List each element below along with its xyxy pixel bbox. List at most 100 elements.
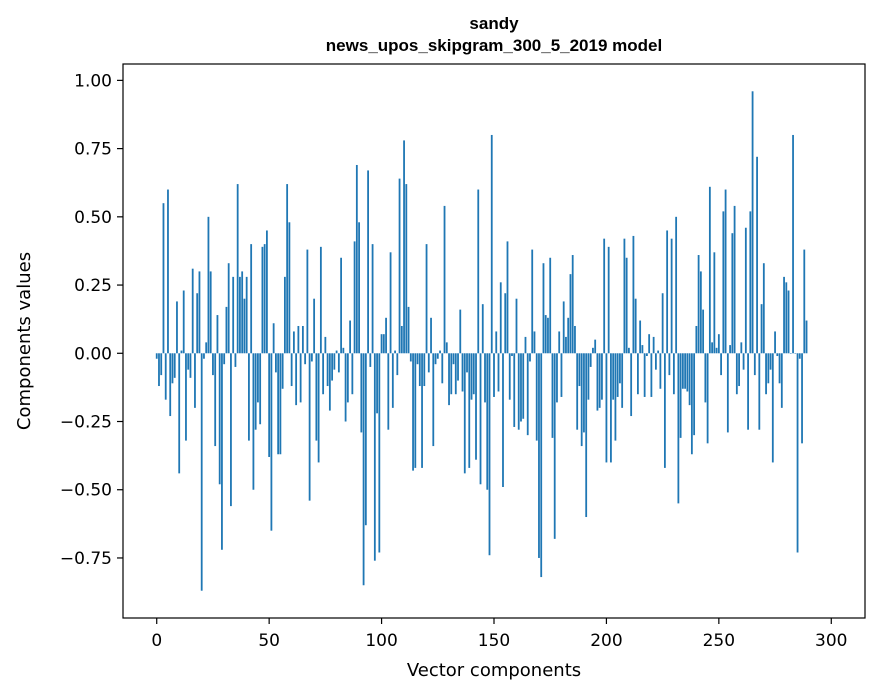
bar-64	[299, 353, 302, 403]
bar-185	[571, 255, 574, 354]
bar-199	[603, 238, 606, 354]
bar-162	[520, 353, 522, 422]
bar-226	[663, 353, 666, 468]
bar-94	[367, 170, 369, 354]
bar-49	[266, 230, 268, 354]
bar-173	[544, 315, 547, 354]
bar-154	[502, 353, 504, 487]
bar-26	[214, 353, 217, 447]
bar-245	[706, 353, 709, 444]
bar-0	[155, 353, 158, 359]
bar-19	[198, 271, 201, 354]
bar-11	[180, 350, 183, 354]
bar-127	[441, 353, 444, 384]
bar-288	[803, 249, 806, 354]
bar-213	[634, 298, 637, 354]
bar-83	[342, 347, 345, 354]
bar-216	[641, 345, 644, 354]
bar-33	[230, 353, 232, 507]
bar-62	[295, 353, 298, 406]
chart-subtitle: news_upos_skipgram_300_5_2019 model	[326, 36, 662, 55]
bar-90	[358, 222, 360, 354]
bar-282	[789, 353, 792, 354]
bar-172	[542, 263, 545, 354]
bar-212	[632, 235, 635, 354]
y-tick-label: 0.50	[74, 208, 112, 228]
bar-39	[243, 298, 246, 354]
bar-70	[313, 298, 316, 354]
bar-139	[468, 353, 471, 468]
bar-43	[252, 353, 255, 490]
bar-58	[286, 184, 289, 354]
bar-230	[672, 353, 675, 395]
bar-221	[652, 336, 655, 354]
bar-9	[176, 301, 178, 354]
bar-141	[472, 353, 475, 395]
x-tick-label: 0	[151, 631, 162, 651]
bar-89	[355, 164, 358, 354]
bar-101	[382, 334, 385, 354]
bar-233	[679, 353, 682, 438]
bar-269	[760, 304, 763, 354]
bar-218	[646, 353, 648, 357]
bar-30	[223, 353, 226, 365]
bar-236	[686, 353, 689, 392]
bar-115	[414, 353, 417, 468]
bar-8	[173, 353, 176, 378]
bar-225	[661, 293, 664, 354]
bar-51	[270, 353, 273, 531]
bar-59	[288, 222, 291, 354]
bar-240	[695, 325, 698, 354]
bar-196	[596, 353, 599, 411]
bar-18	[196, 293, 199, 354]
bar-156	[506, 241, 509, 354]
bar-98	[376, 353, 378, 414]
bar-277	[778, 353, 781, 384]
bar-13	[185, 353, 187, 441]
bar-137	[463, 353, 466, 474]
bar-42	[250, 244, 253, 354]
bar-31	[225, 306, 228, 354]
bar-176	[551, 353, 554, 438]
y-tick-label: −0.75	[60, 549, 112, 569]
bar-119	[423, 353, 426, 387]
bar-153	[499, 282, 502, 354]
bar-34	[232, 276, 235, 354]
bar-276	[776, 353, 779, 357]
bar-4	[164, 353, 167, 400]
bar-191	[585, 353, 588, 518]
y-axis-label: Components values	[14, 252, 35, 430]
bar-44	[254, 353, 257, 430]
bar-214	[637, 353, 639, 395]
x-tick-label: 300	[815, 631, 847, 651]
bar-224	[659, 353, 662, 389]
bar-206	[619, 353, 621, 384]
bar-159	[513, 353, 516, 427]
bar-209	[625, 257, 628, 354]
bar-278	[780, 353, 783, 408]
bar-71	[315, 353, 318, 441]
bar-56	[281, 353, 284, 389]
bar-184	[569, 274, 572, 354]
bar-105	[391, 353, 394, 408]
bar-182	[565, 336, 567, 354]
bar-35	[234, 353, 237, 367]
bar-190	[583, 353, 585, 433]
bar-227	[666, 230, 669, 354]
bar-23	[207, 216, 210, 354]
bar-22	[205, 342, 208, 354]
bar-69	[310, 353, 313, 362]
bar-3	[162, 203, 165, 354]
bar-63	[297, 325, 300, 354]
bar-215	[639, 320, 642, 354]
bar-147	[486, 353, 489, 490]
bar-169	[535, 353, 538, 441]
bar-100	[380, 334, 383, 354]
bar-180	[560, 353, 563, 397]
bar-232	[677, 353, 680, 504]
bar-253	[724, 189, 727, 354]
bar-75	[324, 336, 327, 354]
bar-248	[713, 252, 716, 354]
x-tick-label: 50	[258, 631, 280, 651]
bar-175	[549, 257, 552, 354]
